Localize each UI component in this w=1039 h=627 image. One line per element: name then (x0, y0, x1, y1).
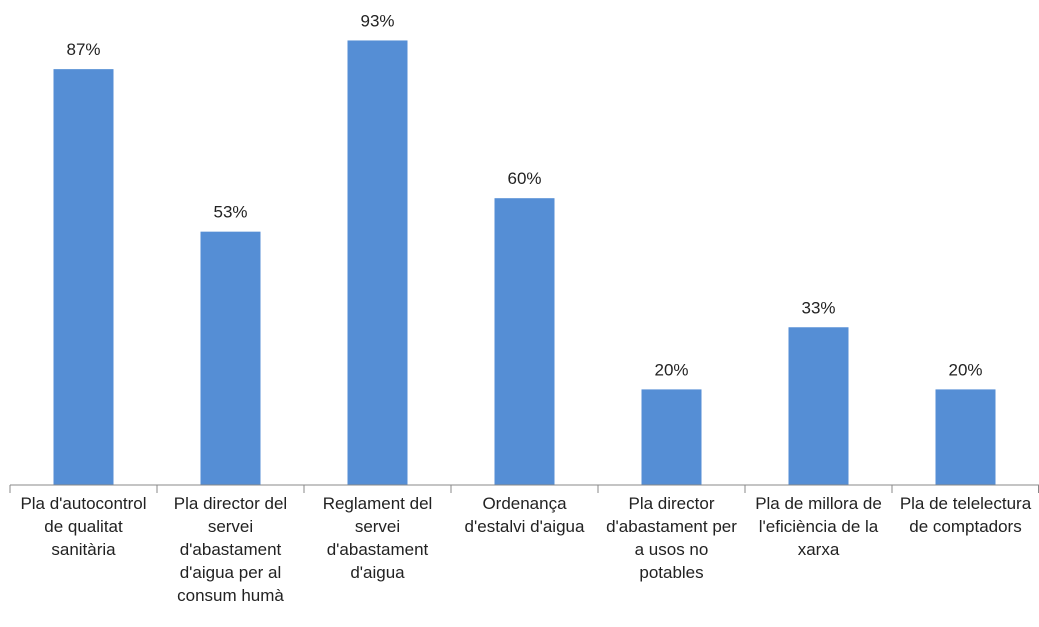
bar (347, 40, 408, 486)
bar (200, 231, 261, 485)
x-tick-label: Pla de millora de l'eficiència de la xar… (755, 494, 882, 559)
x-tick-label: Ordenança d'estalvi d'aigua (464, 494, 585, 536)
data-label: 93% (360, 11, 394, 30)
x-tick-label: Pla director d'abastament per a usos no … (606, 494, 737, 582)
data-label: 60% (507, 169, 541, 188)
bar (641, 389, 702, 485)
data-label: 20% (948, 360, 982, 379)
data-label: 87% (66, 40, 100, 59)
x-tick-label: Pla de telelectura de comptadors (899, 494, 1032, 536)
data-label: 53% (213, 203, 247, 222)
x-tick-label: Pla director del servei d'abastament d'a… (173, 494, 288, 605)
bar (935, 389, 996, 485)
x-tick-label: Reglament del servei d'abastament d'aigu… (322, 494, 433, 582)
bar (494, 198, 555, 485)
x-tick-label: Pla d'autocontrol de qualitat sanitària (20, 494, 147, 559)
data-label: 33% (801, 298, 835, 317)
bar (788, 327, 849, 485)
data-label: 20% (654, 360, 688, 379)
bar (53, 69, 114, 485)
